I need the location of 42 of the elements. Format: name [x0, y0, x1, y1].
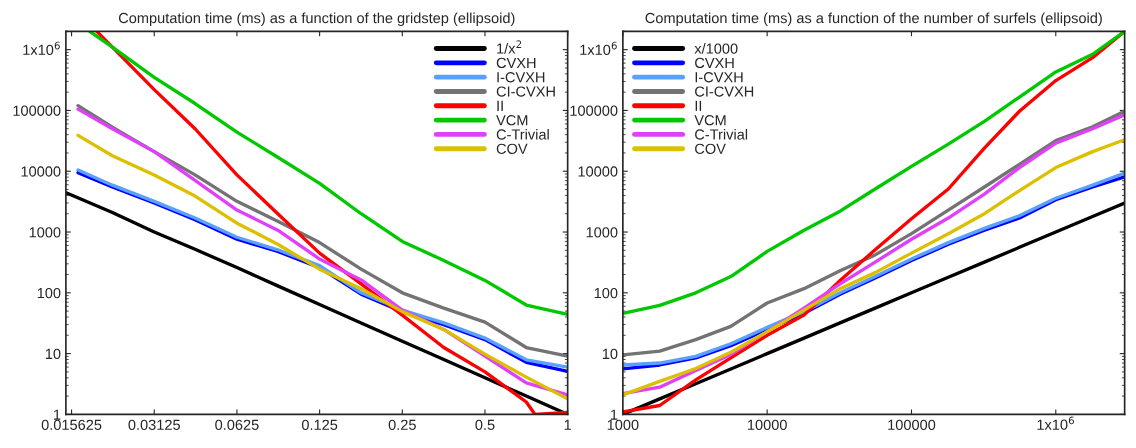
- legend-label: II: [695, 100, 702, 111]
- x-tick-label: 0.0625: [215, 419, 259, 430]
- x-tick-label: 10000: [748, 419, 787, 430]
- x-tick-label: 100000: [888, 419, 936, 430]
- y-tick-label: 1x10$^{6}$: [23, 41, 60, 55]
- x-tick-label: 1x10$^{6}$: [1037, 416, 1075, 430]
- legend-label: VCM: [694, 115, 726, 126]
- x-tick-label: 0.125: [301, 419, 338, 430]
- legend-label: II: [497, 100, 503, 111]
- legend-label: C-Trivial: [496, 128, 549, 140]
- y-tick-label: 100: [37, 287, 61, 299]
- y-tick-label: 1000: [586, 227, 618, 238]
- y-tick-label: 1: [611, 409, 618, 420]
- y-tick-label: 10: [45, 348, 61, 360]
- y-tick-label: 1x10$^{6}$: [580, 41, 617, 55]
- legend-label: 1/x$^{2}$: [497, 40, 522, 54]
- y-tick-label: 100: [594, 287, 618, 299]
- legend-label: I-CVXH: [695, 72, 743, 83]
- legend-label: COV: [496, 143, 528, 154]
- legend-label: CVXH: [695, 57, 734, 69]
- x-tick-label: 1: [564, 419, 572, 430]
- y-tick-label: 100000: [13, 105, 61, 116]
- legend-label: CI-CVXH: [695, 86, 754, 97]
- legend-label: CVXH: [496, 57, 536, 69]
- y-tick-label: 100000: [570, 105, 618, 116]
- y-tick-label: 10000: [21, 166, 61, 177]
- x-tick-label: 0.5: [475, 419, 495, 430]
- legend-label: CI-CVXH: [496, 86, 555, 97]
- legend-label: x/1000: [694, 43, 738, 54]
- y-tick-label: 10000: [578, 166, 618, 177]
- legend-label: C-Trivial: [695, 128, 748, 140]
- legend-label: I-CVXH: [497, 72, 545, 83]
- x-tick-label: 0.03125: [128, 419, 180, 430]
- legend-label: VCM: [496, 115, 528, 126]
- x-tick-label: 0.015625: [41, 419, 102, 430]
- chart-title: Computation time (ms) as a function of the gridstep (ellipsoid): [118, 12, 515, 27]
- y-tick-label: 1000: [29, 227, 61, 238]
- y-tick-label: 1: [54, 409, 61, 420]
- legend-label: COV: [695, 143, 726, 154]
- x-tick-label: 0.25: [388, 419, 416, 430]
- y-tick-label: 10: [602, 348, 618, 360]
- chart-title: Computation time (ms) as a function of the number of surfels (ellipsoid): [645, 12, 1102, 27]
